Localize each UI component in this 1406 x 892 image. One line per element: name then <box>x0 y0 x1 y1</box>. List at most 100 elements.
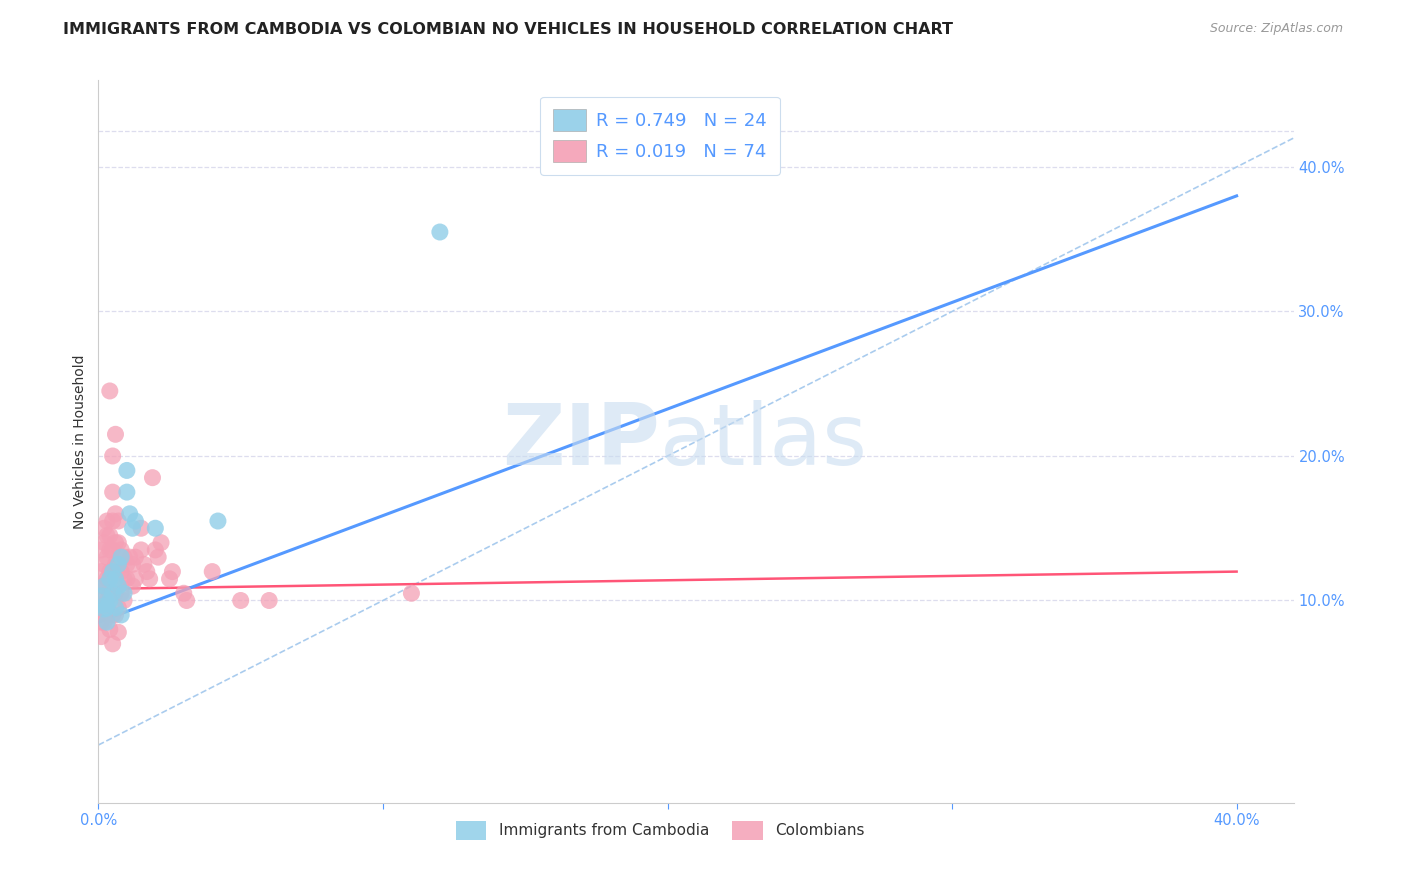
Point <box>96 593 118 607</box>
Point <box>98 384 121 398</box>
Point <box>96 528 118 542</box>
Point <box>162 565 184 579</box>
Point <box>107 579 129 593</box>
Text: ZIP: ZIP <box>502 400 661 483</box>
Legend: Immigrants from Cambodia, Colombians: Immigrants from Cambodia, Colombians <box>450 815 870 846</box>
Point <box>104 558 127 572</box>
Text: IMMIGRANTS FROM CAMBODIA VS COLOMBIAN NO VEHICLES IN HOUSEHOLD CORRELATION CHART: IMMIGRANTS FROM CAMBODIA VS COLOMBIAN NO… <box>63 22 953 37</box>
Point <box>93 593 115 607</box>
Point <box>201 565 224 579</box>
Point <box>121 558 143 572</box>
Point <box>96 514 118 528</box>
Point <box>104 607 127 622</box>
Point <box>121 521 143 535</box>
Point <box>173 586 195 600</box>
Point <box>90 542 112 557</box>
Point <box>257 593 280 607</box>
Point <box>115 558 138 572</box>
Point <box>107 558 129 572</box>
Point <box>229 593 252 607</box>
Point <box>429 225 451 239</box>
Point <box>90 579 112 593</box>
Point <box>96 572 118 586</box>
Point <box>93 600 115 615</box>
Point <box>121 579 143 593</box>
Point <box>159 572 181 586</box>
Point <box>98 572 121 586</box>
Point <box>112 586 135 600</box>
Point <box>124 550 146 565</box>
Point <box>112 572 135 586</box>
Point <box>93 535 115 549</box>
Point <box>104 572 127 586</box>
Point <box>96 615 118 630</box>
Point <box>93 615 115 630</box>
Point <box>129 542 152 557</box>
Point <box>143 521 166 535</box>
Point <box>104 427 127 442</box>
Point <box>107 579 129 593</box>
Point <box>101 485 124 500</box>
Point <box>101 514 124 528</box>
Point <box>98 623 121 637</box>
Point <box>148 550 170 565</box>
Point <box>115 485 138 500</box>
Point <box>401 586 423 600</box>
Point <box>143 542 166 557</box>
Point <box>150 535 173 549</box>
Point <box>90 630 112 644</box>
Point <box>107 558 129 572</box>
Point <box>98 565 121 579</box>
Point <box>104 600 127 615</box>
Point <box>107 514 129 528</box>
Point <box>101 542 124 557</box>
Point <box>90 593 112 607</box>
Point <box>107 600 129 615</box>
Point <box>107 625 129 640</box>
Y-axis label: No Vehicles in Household: No Vehicles in Household <box>73 354 87 529</box>
Point <box>141 471 163 485</box>
Point <box>176 593 198 607</box>
Text: atlas: atlas <box>661 400 868 483</box>
Point <box>101 565 124 579</box>
Point <box>101 586 124 600</box>
Point <box>129 521 152 535</box>
Point <box>93 579 115 593</box>
Point <box>104 535 127 549</box>
Point <box>96 550 118 565</box>
Point <box>104 507 127 521</box>
Point <box>90 565 112 579</box>
Point <box>124 514 146 528</box>
Point <box>115 572 138 586</box>
Point <box>90 600 112 615</box>
Point <box>110 550 132 565</box>
Point <box>96 607 118 622</box>
Point <box>207 514 229 528</box>
Point <box>112 593 135 607</box>
Point <box>112 550 135 565</box>
Point <box>138 572 160 586</box>
Point <box>135 565 157 579</box>
Point <box>110 542 132 557</box>
Point <box>124 572 146 586</box>
Point <box>93 558 115 572</box>
Point <box>118 507 141 521</box>
Point <box>107 535 129 549</box>
Point <box>110 586 132 600</box>
Text: Source: ZipAtlas.com: Source: ZipAtlas.com <box>1209 22 1343 36</box>
Point <box>110 607 132 622</box>
Point <box>101 586 124 600</box>
Point <box>101 637 124 651</box>
Point <box>101 565 124 579</box>
Point <box>110 565 132 579</box>
Point <box>90 615 112 630</box>
Point <box>98 593 121 607</box>
Point <box>104 586 127 600</box>
Point <box>132 558 155 572</box>
Point <box>96 600 118 615</box>
Point <box>101 607 124 622</box>
Point <box>98 586 121 600</box>
Point <box>101 449 124 463</box>
Point <box>98 528 121 542</box>
Point <box>118 550 141 565</box>
